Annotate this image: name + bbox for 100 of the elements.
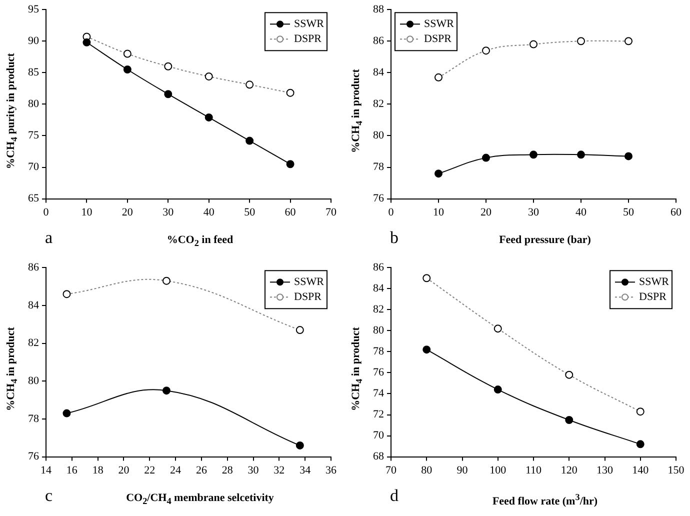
point — [565, 416, 574, 424]
y-tick-label: 74 — [373, 388, 384, 400]
x-tick-label: 130 — [596, 464, 614, 476]
x-tick-label: 32 — [274, 464, 285, 476]
point — [296, 441, 304, 450]
x-tick-label: 22 — [144, 464, 156, 476]
x-tick-label: 40 — [576, 206, 587, 218]
y-tick-label: 70 — [373, 430, 384, 442]
x-tick-label: 50 — [623, 206, 634, 218]
x-tick-label: 140 — [632, 464, 650, 476]
x-tick-label: 24 — [170, 464, 182, 476]
legend-label: DSPR — [294, 32, 322, 45]
y-tick-label: 80 — [28, 98, 40, 110]
y-tick-label: 95 — [28, 3, 40, 16]
y-tick-label: 80 — [28, 375, 40, 388]
text: a — [45, 228, 53, 248]
x-axis-title: %CO$_{2}$ in feed — [166, 234, 234, 248]
x-tick-label: 50 — [244, 206, 256, 218]
y-tick-label: 84 — [28, 299, 40, 312]
text: c — [45, 486, 53, 506]
y-tick-label: 84 — [373, 282, 384, 295]
legend-label: SSWR — [639, 276, 670, 288]
y-tick-label: 86 — [373, 261, 384, 274]
point — [164, 90, 172, 98]
y-tick-label: 80 — [373, 130, 384, 142]
x-tick-label: 16 — [66, 464, 78, 476]
x-tick-label: 30 — [248, 464, 260, 476]
point — [422, 346, 431, 354]
point — [636, 440, 644, 448]
point — [204, 113, 213, 122]
point — [482, 154, 490, 162]
y-tick-label: 80 — [373, 324, 384, 337]
x-tick-label: 26 — [196, 464, 208, 476]
x-tick-label: 10 — [433, 206, 444, 218]
point — [162, 386, 170, 395]
x-axis-title: Feed pressure (bar) — [498, 234, 592, 246]
y-tick-label: 75 — [28, 130, 40, 142]
y-tick-label: 85 — [28, 66, 40, 79]
legend-label: DSPR — [424, 32, 452, 45]
text: d — [390, 486, 398, 506]
legend-label: SSWR — [424, 18, 455, 30]
x-tick-label: 34 — [300, 464, 312, 476]
text: b — [390, 228, 398, 248]
x-tick-label: 20 — [118, 464, 130, 476]
x-tick-label: 10 — [81, 206, 93, 218]
x-tick-label: 70 — [386, 464, 397, 476]
x-tick-label: 28 — [222, 464, 234, 476]
x-tick-label: 90 — [456, 464, 468, 476]
y-tick-label: 90 — [28, 35, 40, 48]
x-tick-label: 120 — [560, 464, 578, 476]
x-axis-title: Feed flow rate (m$^{3}$/hr) — [491, 492, 599, 508]
y-tick-label: 65 — [28, 192, 40, 205]
x-tick-label: 36 — [326, 464, 337, 476]
y-tick-label: 68 — [373, 450, 384, 463]
y-tick-label: 88 — [373, 3, 384, 16]
x-tick-label: 80 — [421, 464, 433, 476]
point — [494, 386, 502, 394]
x-tick-label: 30 — [162, 206, 174, 218]
x-tick-label: 110 — [525, 464, 542, 476]
y-tick-label: 78 — [373, 161, 384, 174]
point — [434, 170, 442, 178]
x-tick-label: 14 — [40, 464, 52, 476]
x-tick-label: 70 — [326, 206, 337, 218]
point — [123, 66, 132, 74]
point — [577, 150, 585, 159]
legend-label: DSPR — [639, 290, 668, 303]
y-tick-label: 86 — [373, 35, 384, 48]
point — [624, 152, 632, 160]
y-tick-label: 70 — [28, 161, 40, 174]
y-tick-label: 78 — [373, 346, 384, 358]
y-tick-label: 84 — [373, 66, 384, 79]
x-tick-label: 18 — [92, 464, 104, 476]
x-tick-label: 0 — [388, 206, 394, 218]
point — [62, 409, 71, 418]
y-tick-label: 76 — [373, 192, 384, 205]
x-tick-label: 100 — [490, 464, 507, 476]
x-tick-label: 20 — [122, 206, 134, 218]
x-tick-label: 30 — [528, 206, 540, 218]
x-tick-label: 40 — [203, 206, 215, 218]
point — [530, 150, 538, 159]
x-tick-label: 60 — [670, 206, 682, 218]
x-tick-label: 150 — [668, 464, 685, 476]
y-tick-label: 76 — [373, 366, 384, 379]
y-tick-label: 78 — [28, 412, 40, 425]
y-tick-label: 82 — [373, 304, 384, 316]
y-tick-label: 82 — [373, 98, 384, 110]
legend-label: SSWR — [294, 276, 325, 288]
legend-label: DSPR — [294, 290, 322, 303]
y-tick-label: 86 — [28, 261, 40, 274]
y-tick-label: 76 — [28, 450, 40, 463]
point — [246, 136, 254, 145]
y-tick-label: 72 — [373, 408, 384, 421]
point — [82, 38, 91, 46]
y-tick-label: 82 — [28, 337, 39, 350]
x-tick-label: 20 — [480, 206, 492, 218]
x-tick-label: 60 — [284, 206, 296, 218]
x-tick-label: 0 — [43, 206, 50, 218]
x-axis-title: CO$_{2}$/CH$_{4}$ membrane selcetivity — [125, 492, 275, 506]
legend-label: SSWR — [294, 18, 325, 30]
point — [286, 160, 294, 168]
